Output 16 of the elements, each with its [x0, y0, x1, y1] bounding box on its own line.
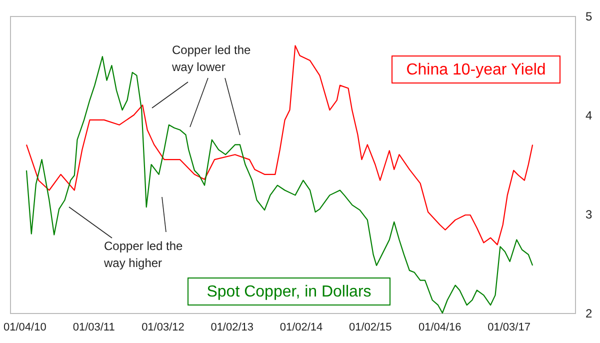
x-tick-label: 01/04/16 [418, 322, 462, 334]
x-tick-label: 01/02/15 [348, 322, 392, 334]
text: China 10-year Yield [406, 62, 546, 78]
series-label: Spot Copper, in Dollars [206, 284, 372, 300]
x-tick-label: 01/02/14 [280, 322, 323, 334]
x-tick-label: 01/03/12 [142, 322, 184, 334]
x-tick-label: 01/03/11 [72, 322, 115, 334]
x-tick-label: 01/04/10 [3, 322, 46, 334]
x-tick-label: 01/03/17 [488, 322, 530, 334]
annotation: Copper led the way higher [103, 239, 184, 270]
y-tick-label: 5 [586, 10, 592, 24]
y-tick-label: 2 [586, 306, 592, 320]
y-tick-label: 4 [586, 108, 592, 122]
x-tick-label: 01/02/13 [210, 322, 254, 334]
y-tick-label: 3 [586, 208, 592, 222]
annotation: Copper led the way lower [171, 43, 252, 74]
